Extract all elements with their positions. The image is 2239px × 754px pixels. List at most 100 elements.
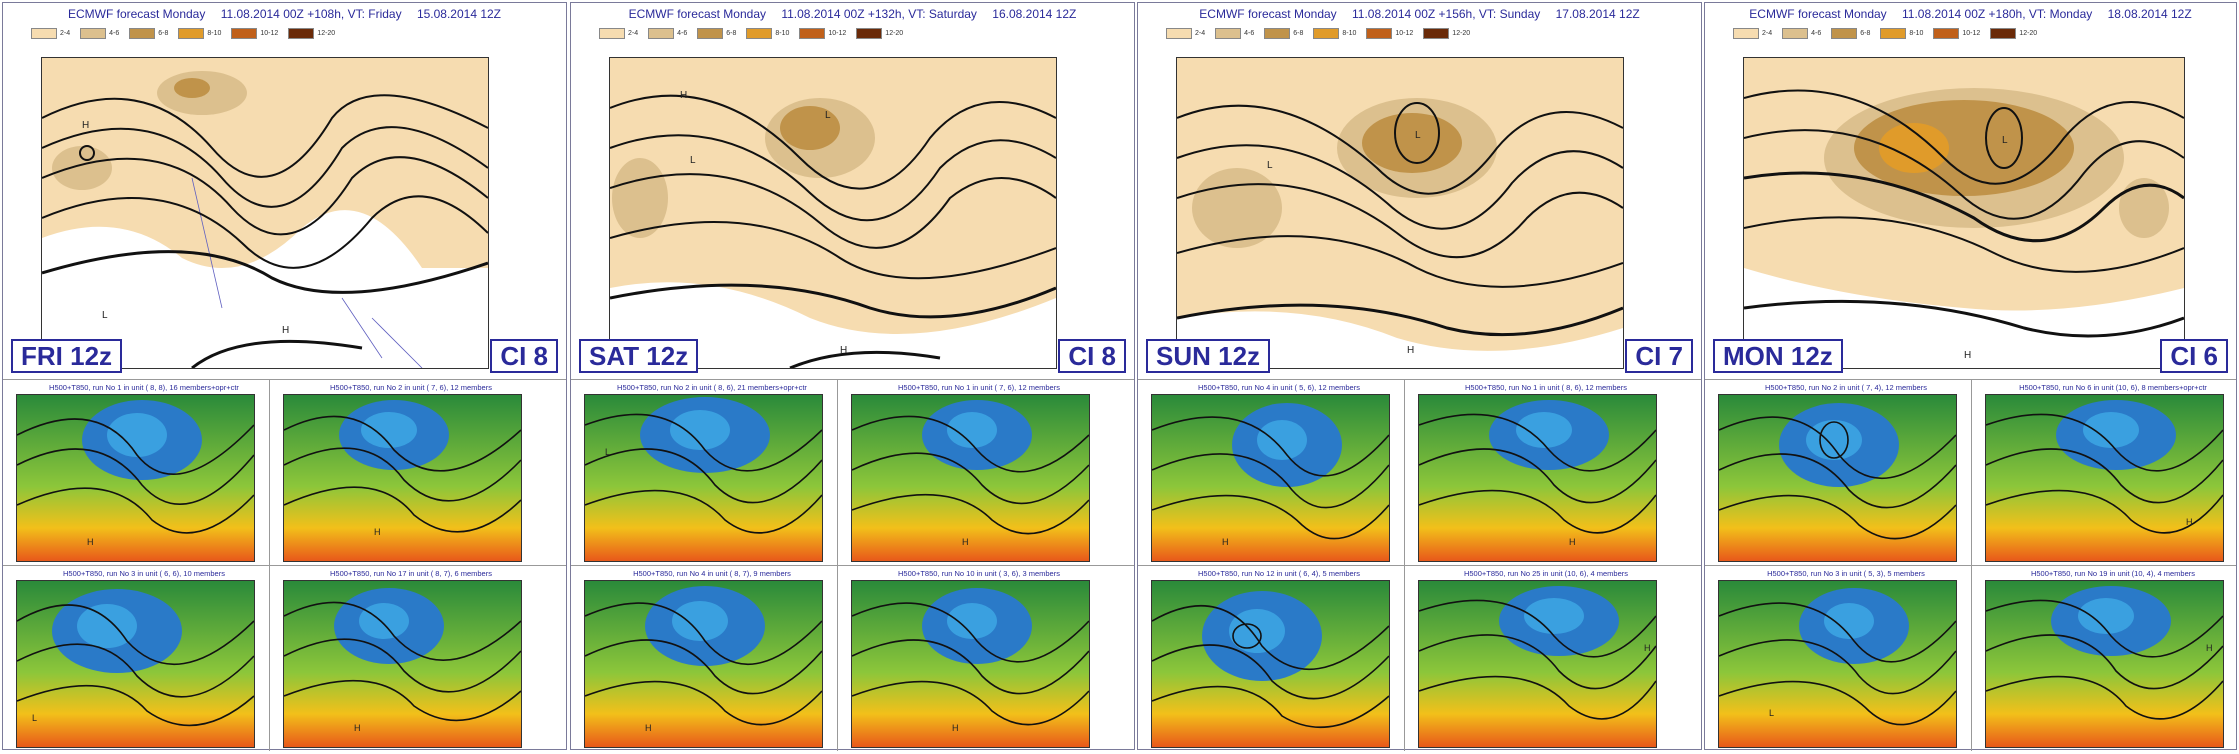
svg-text:L: L [102,310,108,321]
svg-text:H: H [374,527,381,537]
spread-map: H L L H [609,57,1057,369]
svg-text:H: H [282,325,289,336]
legend-label: 8-10 [1342,29,1357,37]
legend-item: 12-20 [856,27,903,39]
panel-header: ECMWF forecast Monday 11.08.2014 00Z +10… [3,7,566,21]
legend-swatch [31,27,57,39]
divider [571,565,1134,566]
cluster-map-image: L [16,580,255,748]
legend-item: 8-10 [178,27,221,39]
spread-legend: 2-4 4-6 6-8 8-10 10-12 12-20 [1733,27,2037,39]
svg-text:L: L [825,110,831,121]
legend-item: 10-12 [231,27,278,39]
svg-text:H: H [82,120,89,131]
cluster-map: H500+T850, run No 17 in unit ( 8, 7), 6 … [270,566,552,752]
spread-legend: 2-4 4-6 6-8 8-10 10-12 12-20 [599,27,903,39]
day-label: SAT 12z [579,339,699,373]
cluster-map: H500+T850, run No 4 in unit ( 8, 7), 9 m… [571,566,853,752]
legend-label: 6-8 [1860,29,1871,37]
cluster-map: H500+T850, run No 6 in unit (10, 6), 8 m… [1972,380,2239,566]
legend-item: 8-10 [746,27,789,39]
legend-label: 2-4 [628,29,639,37]
svg-text:L: L [1769,708,1774,718]
cluster-map-image: H [1985,580,2224,748]
legend-label: 4-6 [1244,29,1255,37]
cluster-map: H500+T850, run No 1 in unit ( 8, 8), 16 … [3,380,285,566]
divider [1138,379,1701,380]
cluster-map-image: L [584,394,823,562]
legend-item: 4-6 [80,27,119,39]
contour-interval-label: CI 8 [1058,339,1126,373]
cluster-map-image: H [851,580,1090,748]
cluster-title: H500+T850, run No 6 in unit (10, 6), 8 m… [2019,383,2207,392]
legend-swatch [746,27,773,39]
contour-interval-label: CI 6 [2160,339,2228,373]
legend-swatch [1264,27,1291,39]
cluster-map: H500+T850, run No 2 in unit ( 7, 6), 12 … [270,380,552,566]
divider [571,379,1134,380]
divider [837,379,838,751]
svg-text:H: H [645,723,652,733]
legend-label: 4-6 [677,29,688,37]
legend-swatch [856,27,883,39]
cluster-map-image: H [16,394,255,562]
cluster-map: H500+T850, run No 12 in unit ( 6, 4), 5 … [1138,566,1420,752]
header-valid: 15.08.2014 12Z [416,7,502,21]
day-label: FRI 12z [11,339,123,373]
cluster-title: H500+T850, run No 10 in unit ( 3, 6), 3 … [898,569,1060,578]
legend-item: 8-10 [1880,27,1923,39]
legend-item: 12-20 [1990,27,2037,39]
cluster-title: H500+T850, run No 1 in unit ( 8, 8), 16 … [49,383,239,392]
legend-label: 6-8 [158,29,169,37]
header-model: ECMWF forecast Monday [67,7,206,21]
cluster-title: H500+T850, run No 12 in unit ( 6, 4), 5 … [1198,569,1360,578]
cluster-map-image: H [1151,394,1390,562]
legend-label: 10-12 [828,29,847,37]
cluster-map-image: H [584,580,823,748]
contour-interval-label: CI 8 [490,339,558,373]
cluster-map: H500+T850, run No 1 in unit ( 8, 6), 12 … [1405,380,1687,566]
spread-map: L H [1743,57,2185,369]
legend-item: 4-6 [648,27,687,39]
panel-header: ECMWF forecast Monday 11.08.2014 00Z +18… [1705,7,2236,21]
divider [1138,565,1701,566]
svg-text:H: H [1569,537,1576,547]
cluster-title: H500+T850, run No 2 in unit ( 7, 6), 12 … [330,383,492,392]
legend-label: 12-20 [885,29,904,37]
divider [1705,379,2236,380]
legend-swatch [1990,27,2017,39]
divider [1404,379,1405,751]
legend-swatch [1880,27,1907,39]
cluster-title: H500+T850, run No 3 in unit ( 5, 3), 5 m… [1767,569,1925,578]
cluster-map: H500+T850, run No 4 in unit ( 5, 6), 12 … [1138,380,1420,566]
cluster-map: H500+T850, run No 19 in unit (10, 4), 4 … [1972,566,2239,752]
legend-swatch [1782,27,1809,39]
legend-label: 10-12 [260,29,279,37]
spread-legend: 2-4 4-6 6-8 8-10 10-12 12-20 [31,27,335,39]
cluster-map-image: H [1418,394,1657,562]
legend-swatch [1366,27,1393,39]
legend-swatch [80,27,107,39]
legend-label: 4-6 [1811,29,1822,37]
legend-swatch [1166,27,1192,39]
day-label: MON 12z [1713,339,1843,373]
cluster-title: H500+T850, run No 2 in unit ( 8, 6), 21 … [617,383,807,392]
legend-swatch [1733,27,1759,39]
legend-label: 2-4 [1195,29,1206,37]
cluster-map-image [1718,394,1957,562]
cluster-map: H500+T850, run No 3 in unit ( 6, 6), 10 … [3,566,285,752]
forecast-panel-mon: ECMWF forecast Monday 11.08.2014 00Z +18… [1704,2,2239,752]
spread-legend: 2-4 4-6 6-8 8-10 10-12 12-20 [1166,27,1470,39]
legend-item: 2-4 [1166,27,1205,39]
header-model: ECMWF forecast Monday [628,7,766,21]
divider [1971,379,1972,751]
legend-swatch [178,27,205,39]
header-run: 11.08.2014 00Z +156h, VT: Sunday [1352,7,1541,21]
header-model: ECMWF forecast Monday [1749,7,1887,21]
cluster-title: H500+T850, run No 3 in unit ( 6, 6), 10 … [63,569,225,578]
svg-text:H: H [354,723,361,733]
svg-text:H: H [2206,643,2213,653]
legend-swatch [1215,27,1242,39]
cluster-title: H500+T850, run No 17 in unit ( 8, 7), 6 … [330,569,492,578]
